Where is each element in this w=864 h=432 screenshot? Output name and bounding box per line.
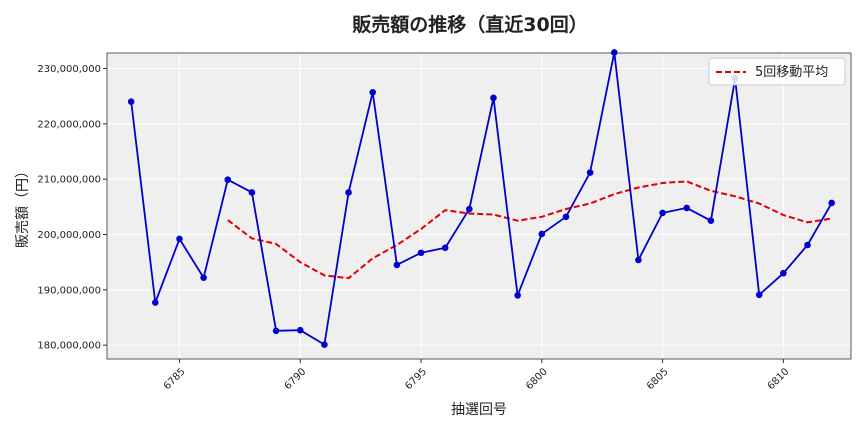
- sales-point: [707, 217, 715, 224]
- legend: 5回移動平均: [708, 57, 846, 86]
- sales-point: [610, 49, 618, 56]
- sales-point: [466, 205, 473, 213]
- sales-point: [538, 230, 546, 238]
- x-tick-label: 6795: [403, 366, 429, 392]
- y-tick-label: 190,000,000: [37, 285, 101, 296]
- series-layer: [127, 49, 835, 348]
- sales-point: [683, 204, 691, 212]
- sales-point: [272, 327, 280, 335]
- sales-point: [417, 249, 425, 257]
- y-tick-label: 230,000,000: [37, 64, 101, 75]
- sales-point: [296, 326, 304, 334]
- sales-point: [755, 291, 763, 299]
- sales-point: [586, 169, 594, 176]
- legend-ma-label: 5回移動平均: [755, 65, 828, 80]
- y-tick-label: 200,000,000: [37, 230, 101, 241]
- x-tick-label: 6805: [645, 366, 671, 392]
- sales-point: [562, 213, 570, 221]
- sales-point: [804, 241, 811, 249]
- sales-point: [321, 341, 328, 348]
- y-tick-label: 180,000,000: [37, 341, 101, 352]
- sales-point: [345, 189, 352, 196]
- sales-point: [441, 244, 449, 252]
- sales-point: [514, 292, 521, 299]
- x-tick-label: 6785: [162, 366, 188, 392]
- sales-point: [490, 94, 497, 102]
- x-axis-label: 抽選回号: [451, 402, 507, 418]
- sales-point: [248, 189, 256, 196]
- sales-point: [127, 98, 135, 105]
- y-axis-label: 販売額（円）: [15, 164, 31, 248]
- axes-frame: [106, 52, 852, 360]
- sales-point: [828, 199, 835, 207]
- moving-average-line: [227, 180, 832, 280]
- grid: [107, 53, 851, 359]
- sales-point: [152, 299, 159, 306]
- chart-title: 販売額の推移（直近30回）: [352, 13, 587, 36]
- x-tick-label: 6810: [766, 366, 792, 392]
- y-tick-label: 220,000,000: [37, 119, 101, 130]
- sales-point: [780, 269, 787, 277]
- sales-point: [224, 176, 232, 184]
- sales-point: [393, 261, 401, 269]
- y-tick-label: 210,000,000: [37, 175, 101, 186]
- sales-point: [659, 209, 666, 217]
- plot-area: [107, 53, 851, 359]
- sales-point: [176, 235, 183, 243]
- sales-series-line: [130, 52, 833, 347]
- legend-box: [708, 57, 846, 86]
- x-tick-label: 6800: [524, 366, 550, 392]
- x-tick-label: 6790: [283, 366, 309, 392]
- sales-point: [369, 88, 377, 96]
- sales-point: [635, 256, 642, 264]
- sales-point: [200, 274, 207, 281]
